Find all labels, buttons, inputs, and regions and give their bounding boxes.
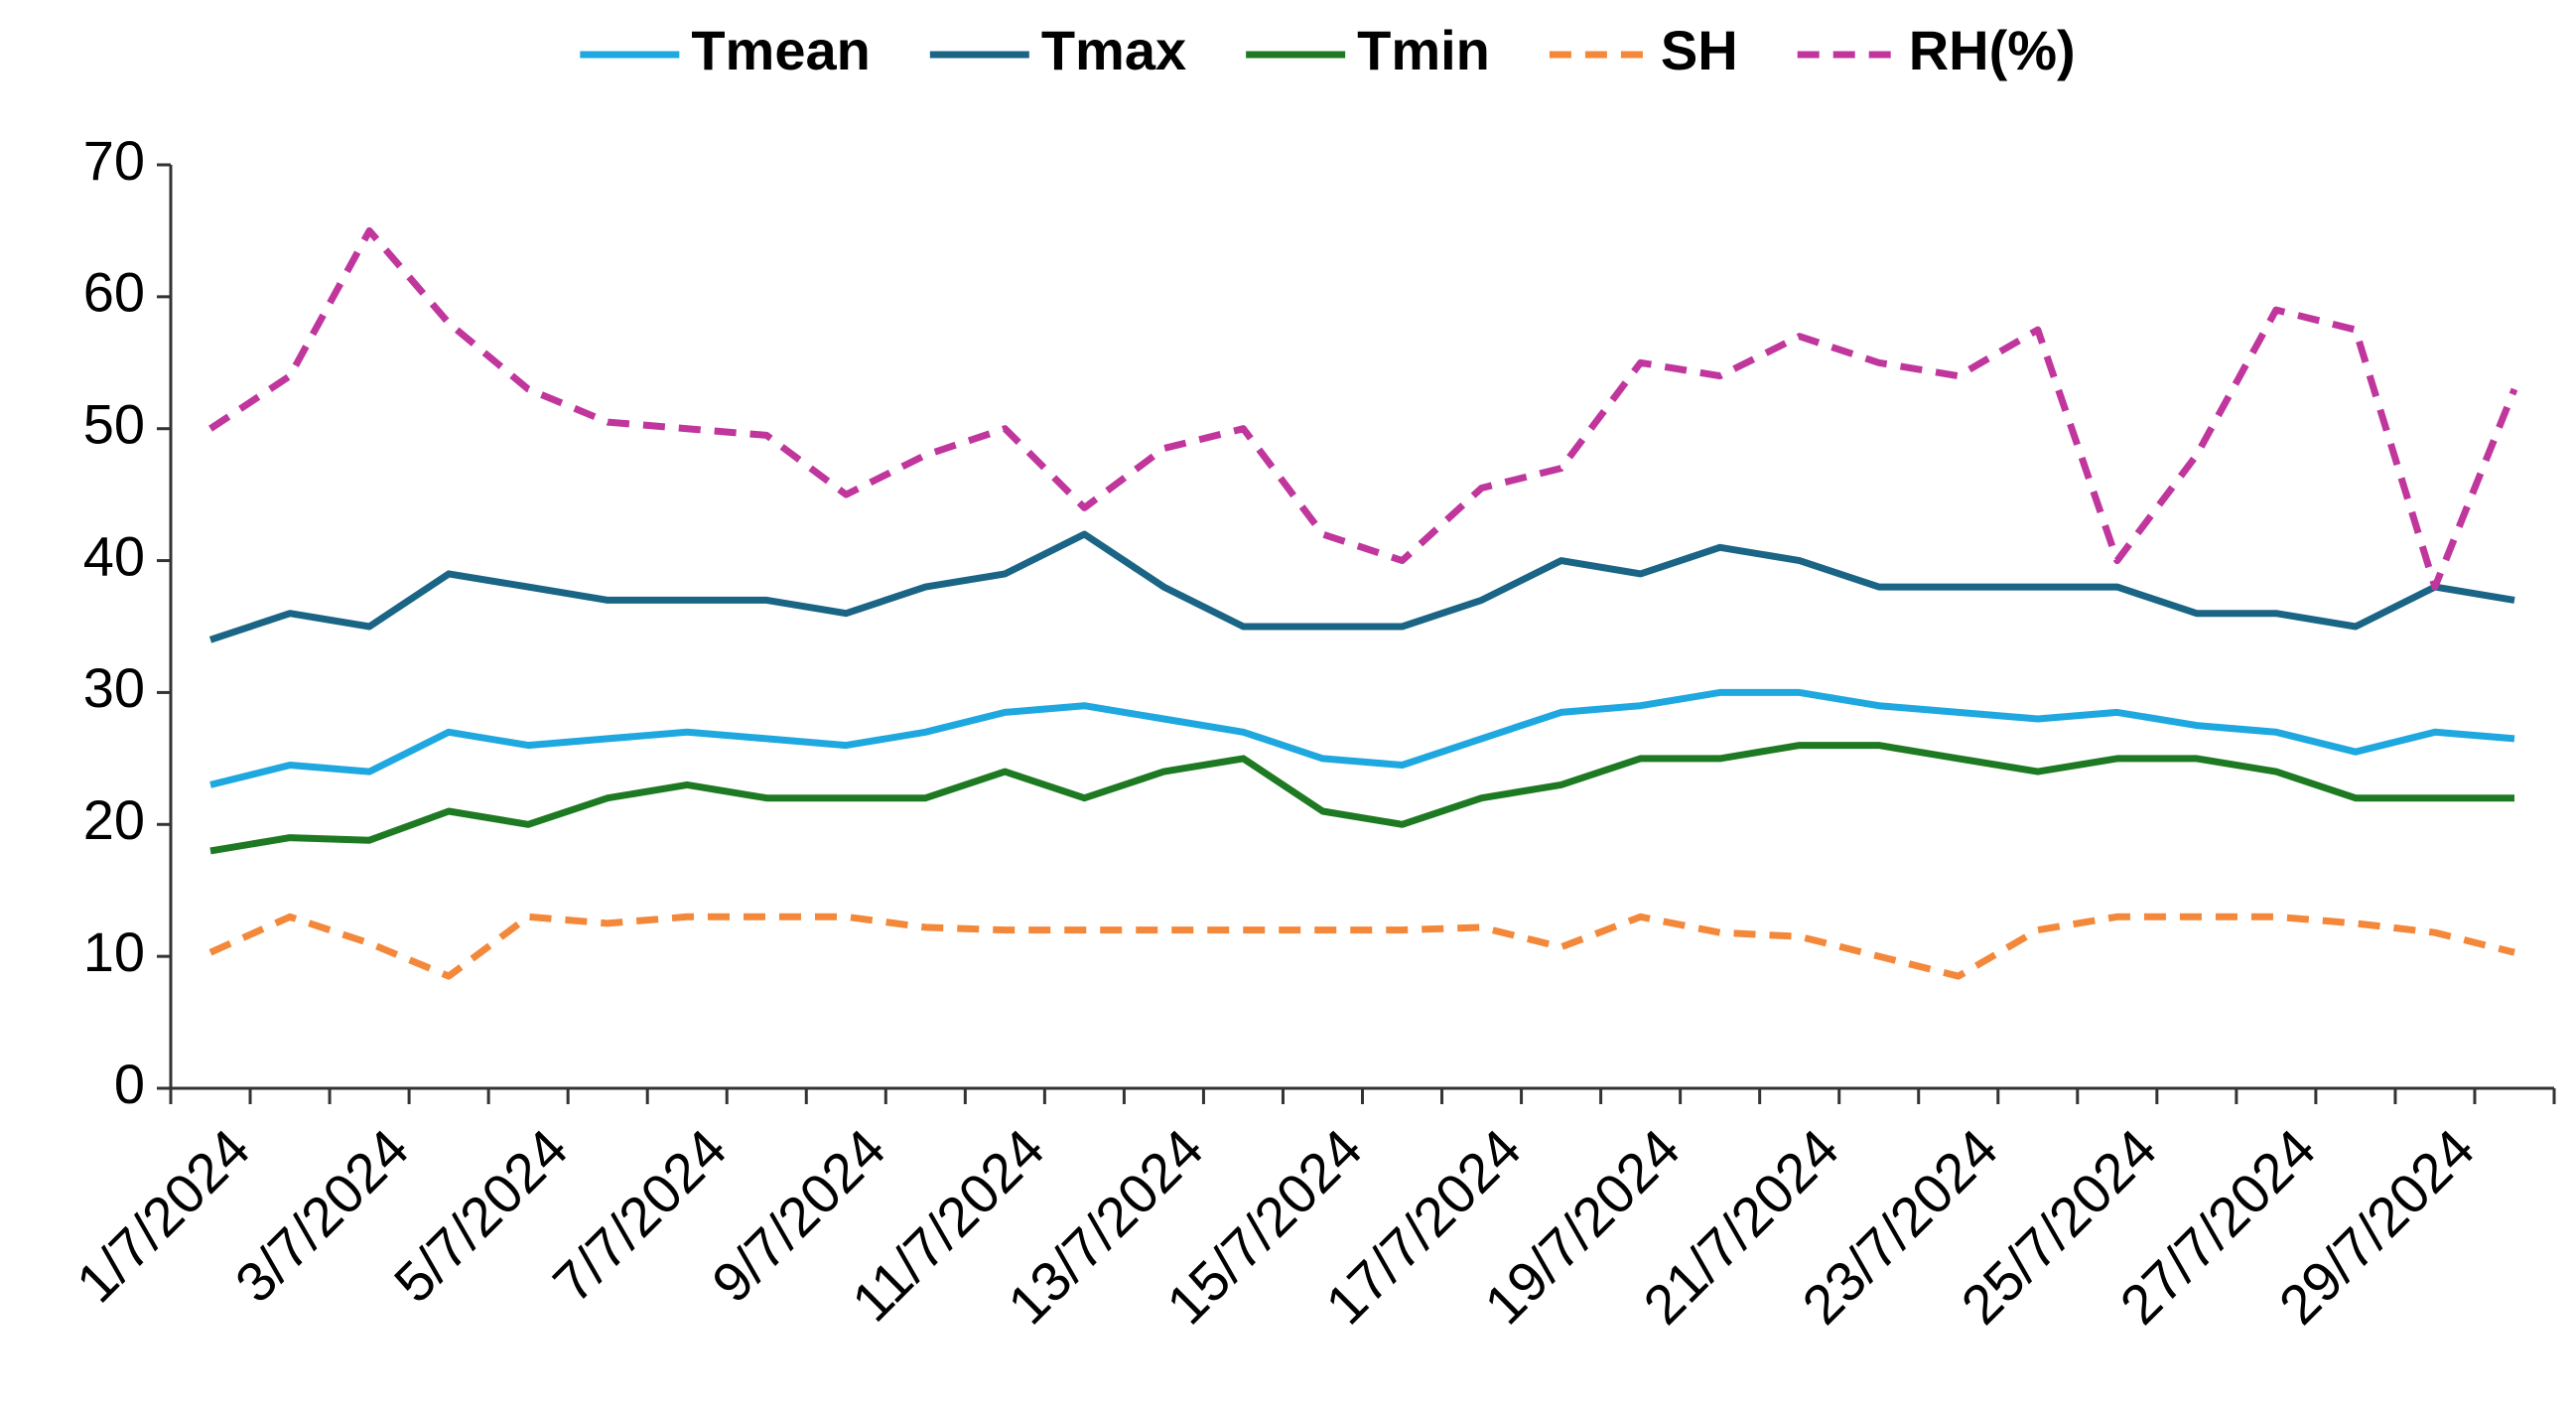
x-tick-label: 3/7/2024 — [223, 1117, 421, 1315]
y-tick-label: 10 — [83, 920, 145, 983]
y-tick-label: 60 — [83, 261, 145, 324]
series-line — [208, 226, 2518, 591]
x-tick-label: 7/7/2024 — [541, 1117, 739, 1315]
legend-label: RH(%) — [1909, 19, 2076, 81]
y-tick-label: 40 — [83, 524, 145, 587]
y-tick-label: 30 — [83, 656, 145, 719]
series-line — [208, 530, 2515, 643]
legend: Tmean Tmax Tmin SH RH(%) — [580, 19, 2076, 81]
legend-label: Tmin — [1357, 19, 1490, 81]
y-tick-label: 20 — [83, 788, 145, 851]
y-tick-label: 70 — [83, 129, 145, 192]
series-line — [209, 688, 2515, 788]
x-tick-label: 5/7/2024 — [382, 1117, 580, 1315]
y-tick-label: 50 — [83, 393, 145, 456]
legend-label: Tmean — [691, 19, 871, 81]
y-tick-label: 0 — [114, 1053, 145, 1115]
legend-label: Tmax — [1041, 19, 1186, 81]
legend-label: SH — [1661, 19, 1738, 81]
series-line — [209, 742, 2514, 855]
x-tick-label: 1/7/2024 — [65, 1117, 262, 1315]
series-line — [208, 913, 2515, 980]
